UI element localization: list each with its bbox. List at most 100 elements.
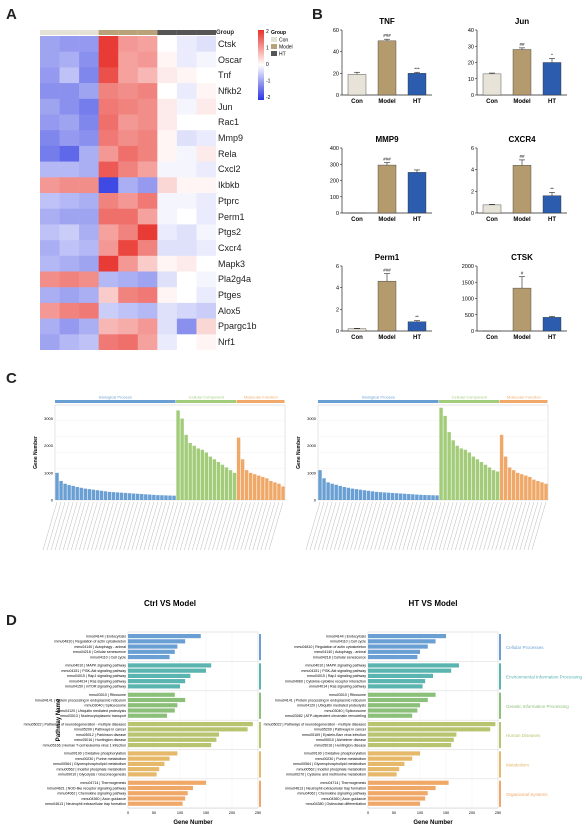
x-tick-label: 100 (177, 811, 183, 815)
bar (224, 467, 229, 500)
bar (368, 673, 433, 678)
bar (495, 471, 500, 500)
group-strip (499, 780, 501, 807)
term-label-tick (260, 501, 276, 551)
heatmap-cell (157, 177, 178, 194)
bar (362, 490, 367, 500)
gene-label: Perm1 (218, 211, 245, 222)
term-label-tick (196, 501, 211, 551)
group-label: Environmental Information Processing (506, 674, 583, 679)
legend-title: Group (271, 30, 286, 36)
term-label-tick (131, 501, 147, 551)
bar (326, 482, 330, 500)
bar (377, 40, 397, 96)
bar (419, 494, 423, 500)
bar (212, 459, 217, 500)
term-label-tick (50, 501, 66, 551)
heatmap-cell (40, 334, 60, 351)
y-tick-label: 6 (336, 264, 339, 270)
term-label-tick (438, 501, 454, 551)
heatmap-cell (176, 145, 197, 162)
bar (144, 494, 148, 500)
color-scale-bar (258, 30, 264, 100)
bar (248, 472, 253, 500)
bar (128, 756, 170, 761)
group-label: Cellular Processes (506, 645, 544, 650)
heatmap-cell (157, 145, 178, 162)
term-label-tick (346, 501, 361, 551)
bar (59, 481, 63, 500)
pathway-label: mmu04062 | Chemokine signaling pathway (57, 792, 126, 796)
gene-label: Nrf1 (218, 337, 236, 348)
bar (257, 475, 261, 500)
x-category-label: Model (513, 217, 531, 223)
heatmap-cell (157, 67, 178, 84)
term-label-tick (313, 501, 329, 551)
term-label-tick (42, 501, 58, 551)
bar (368, 796, 426, 801)
x-category-label: Con (351, 99, 363, 105)
bar (347, 74, 367, 96)
heatmap-cell (79, 287, 99, 304)
y-tick-label: 2000 (44, 443, 54, 448)
bar (536, 481, 540, 500)
term-label-tick (378, 501, 393, 551)
group-strip (259, 722, 261, 749)
term-label-tick (366, 501, 381, 551)
bar (204, 452, 209, 500)
bar (368, 742, 452, 748)
bar (368, 791, 428, 796)
term-label-tick (406, 501, 422, 551)
heatmap-cell (40, 208, 60, 225)
bar (128, 742, 212, 748)
term-label-tick (350, 501, 365, 551)
bar (67, 485, 71, 500)
group-label: Metabolism (506, 762, 529, 767)
heatmap-cell (98, 334, 119, 351)
x-axis-label: Gene Number (413, 820, 453, 826)
term-label-tick (268, 501, 284, 551)
term-label-tick (362, 501, 377, 551)
term-label-tick (99, 501, 114, 551)
bar (528, 476, 532, 500)
term-label-tick (394, 501, 410, 551)
heatmap-cell (98, 224, 119, 241)
bar (128, 767, 160, 772)
heatmap-cell (196, 51, 217, 68)
pathway-label: mmu00010 | Glycolysis / Gluconeogenesis (58, 773, 126, 777)
significance-mark: ** (415, 315, 419, 320)
bar (347, 328, 367, 332)
gene-label: Ikbkb (218, 180, 240, 191)
heatmap-cell (118, 208, 139, 225)
chart-title: CXCR4 (508, 135, 536, 144)
heatmap-cell (40, 36, 60, 52)
bar-chart-tnf: TNF 0 20 40 60 Con ### Model *** HT (333, 17, 432, 105)
chart-title: Perm1 (375, 253, 400, 262)
pathway-label: mmu05022 | Pathways of neurodegeneration… (24, 722, 127, 726)
bar (261, 476, 265, 500)
term-label-tick (103, 501, 118, 551)
bar (107, 491, 112, 500)
term-label-tick (212, 501, 227, 551)
heatmap-cell (40, 130, 60, 147)
x-category-label: HT (548, 99, 556, 105)
bar (119, 492, 124, 500)
group-cell (137, 30, 158, 35)
term-label-tick (503, 501, 518, 551)
heatmap-cell (196, 208, 217, 225)
heatmap-cell (157, 161, 178, 178)
heatmap-cell (137, 208, 158, 225)
heatmap-cell (176, 114, 197, 131)
term-label-tick (159, 501, 175, 551)
heatmap-cell (176, 271, 197, 288)
bar (91, 489, 96, 500)
heatmap-cell (157, 224, 178, 241)
bar-chart-perm1: Perm1 0 2 4 6 Con ### Model ** HT (336, 253, 432, 341)
pathway-label: mmu00270 | Cysteine and methionine metab… (286, 773, 366, 777)
heatmap-cell (118, 271, 139, 288)
heatmap-cell (79, 208, 99, 225)
heatmap-cell (118, 318, 139, 335)
term-label-tick (83, 501, 98, 551)
bar (152, 494, 156, 500)
significance-mark: # (521, 271, 524, 276)
